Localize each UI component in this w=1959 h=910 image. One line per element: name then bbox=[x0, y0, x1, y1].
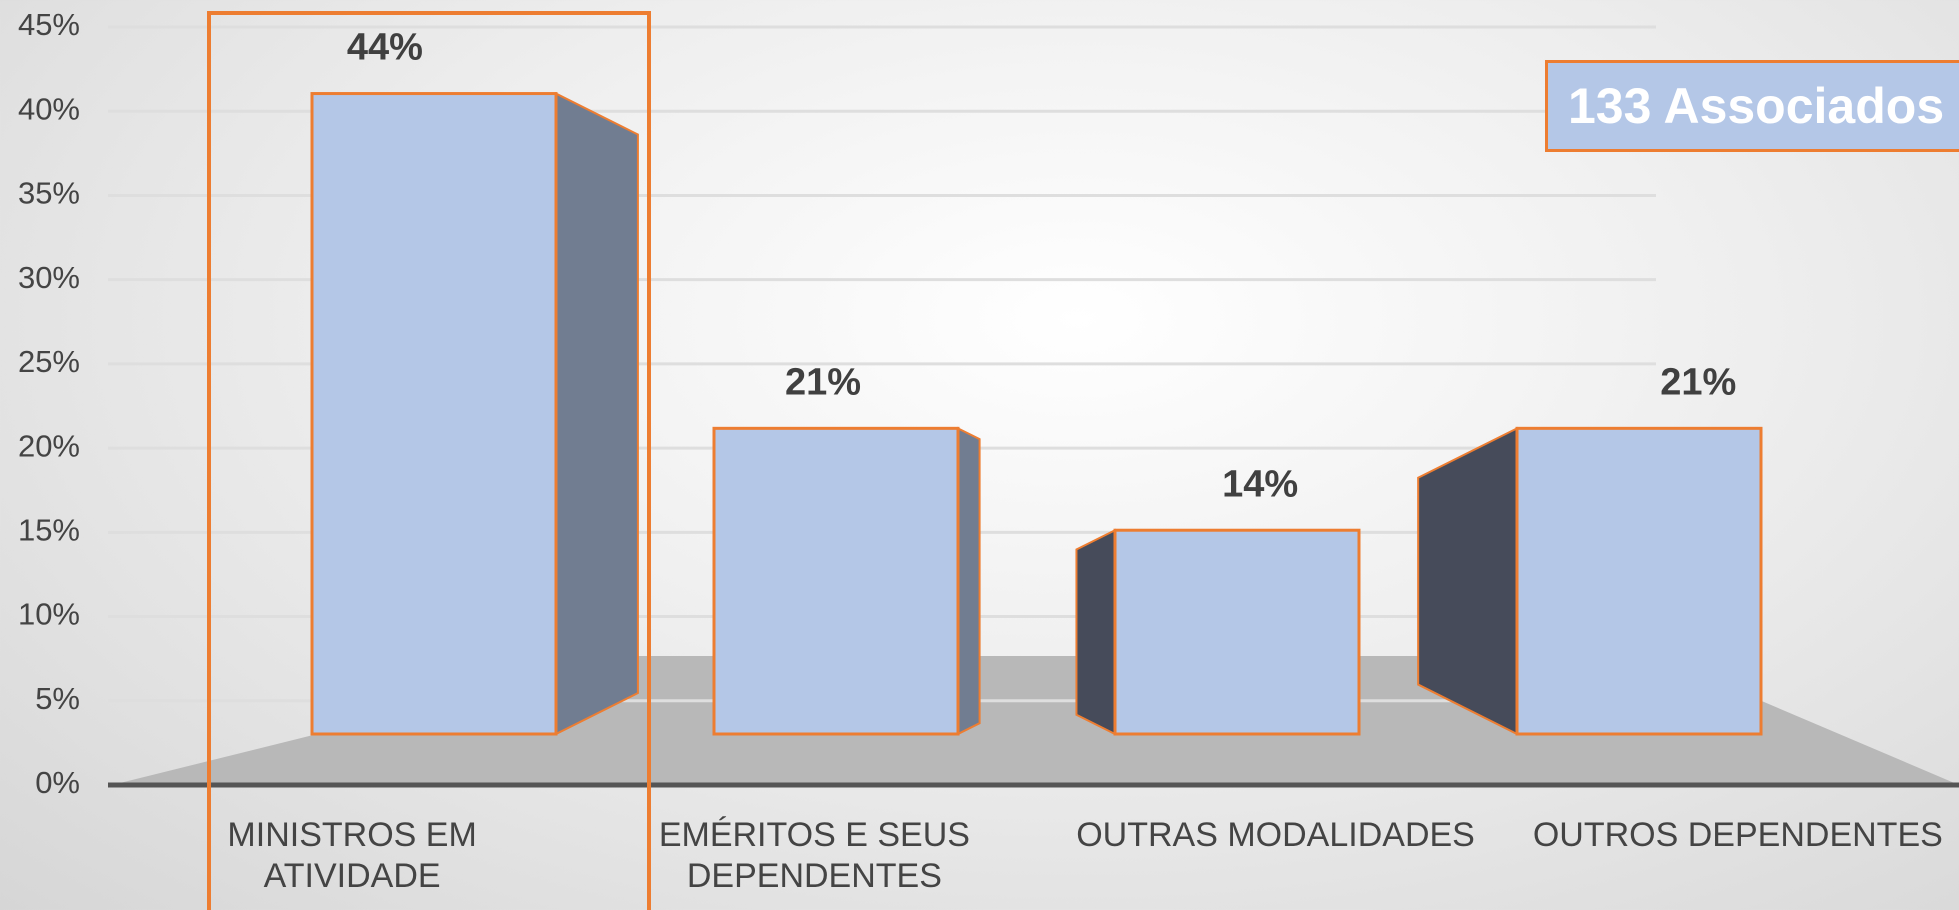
value-label: 21% bbox=[785, 361, 861, 403]
bar-side bbox=[555, 91, 639, 736]
bar bbox=[310, 92, 558, 736]
bar-side bbox=[1417, 426, 1518, 736]
y-tick-label: 45% bbox=[18, 7, 80, 42]
bar bbox=[1515, 426, 1763, 736]
x-tick-label: MINISTROS EM ATIVIDADE bbox=[227, 816, 477, 895]
x-tick-label: OUTRAS MODALIDADES bbox=[1076, 816, 1475, 854]
y-tick-label: 20% bbox=[18, 428, 80, 463]
y-tick-label: 15% bbox=[18, 513, 80, 548]
y-tick-label: 5% bbox=[35, 681, 80, 716]
annotation: 133 Associados bbox=[1545, 60, 1959, 152]
highlight bbox=[207, 11, 651, 910]
value-label: 44% bbox=[347, 27, 423, 69]
y-tick-label: 30% bbox=[18, 260, 80, 295]
bar bbox=[712, 426, 960, 736]
y-tick-label: 0% bbox=[35, 765, 80, 800]
y-tick-label: 40% bbox=[18, 91, 80, 126]
x-tick-label: EMÉRITOS E SEUS DEPENDENTES bbox=[658, 816, 970, 895]
bar bbox=[1113, 528, 1361, 736]
bar-side bbox=[1075, 528, 1116, 736]
bar-side bbox=[957, 426, 981, 736]
y-tick-label: 10% bbox=[18, 597, 80, 632]
y-tick-label: 35% bbox=[18, 176, 80, 211]
value-label: 21% bbox=[1660, 361, 1736, 403]
y-tick-label: 25% bbox=[18, 344, 80, 379]
x-tick-label: OUTROS DEPENDENTES bbox=[1532, 816, 1943, 854]
value-label: 14% bbox=[1222, 463, 1298, 505]
